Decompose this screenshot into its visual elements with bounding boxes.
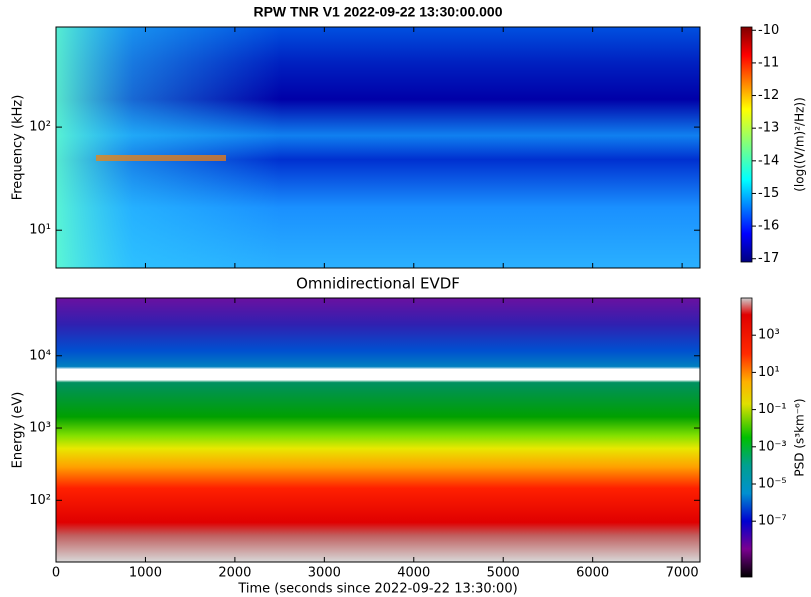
x-tick-label: 3000 [308,566,341,581]
y-axis-label: Frequency (kHz) [11,95,26,201]
colorbar-tick-label: -17 [758,251,779,266]
colorbar-tick-label: -16 [758,219,779,234]
colorbar-label: PSD (s³km⁻⁶) [793,398,807,476]
plot-frame [55,26,701,269]
colorbar [740,297,753,578]
colorbar-tick-label: -12 [758,88,779,103]
x-tick-label: 5000 [487,566,520,581]
x-tick-label: 7000 [666,566,699,581]
y-tick-label: 10² [29,120,51,135]
colorbar-tick-label: 10⁻⁷ [758,514,787,529]
x-tick-label: 2000 [218,566,251,581]
x-tick-label: 0 [52,566,60,581]
colorbar-tick-label: -14 [758,153,779,168]
x-axis-label: Time (seconds since 2022-09-22 13:30:00) [237,582,517,597]
colorbar-tick-label: 10¹ [758,365,780,380]
colorbar-tick-label: -10 [758,23,779,38]
colorbar-tick-label: -13 [758,121,779,136]
x-tick-label: 4000 [397,566,430,581]
colorbar-tick-label: 10⁻³ [758,439,787,454]
x-tick-label: 6000 [576,566,609,581]
y-tick-label: 10² [29,493,51,508]
colorbar-tick-label: 10⁻⁵ [758,477,787,492]
spectrogram-glow [56,27,700,268]
y-axis-label: Energy (eV) [11,392,26,469]
evdf-image [56,298,700,562]
colorbar-tick-label: 10³ [758,328,780,343]
chart-title: RPW TNR V1 2022-09-22 13:30:00.000 [253,4,502,20]
y-tick-label: 10¹ [29,223,51,238]
colorbar-tick-label: -11 [758,55,779,70]
plot-frame [55,297,701,563]
spectrogram-feature [96,155,226,161]
y-tick-label: 10⁴ [29,348,51,363]
y-tick-label: 10³ [29,421,51,436]
colorbar-tick-label: 10⁻¹ [758,402,787,417]
colorbar [740,26,753,263]
colorbar-label: (log((V/m)²/Hz)) [793,97,807,192]
x-tick-label: 1000 [129,566,162,581]
colorbar-tick-label: -15 [758,186,779,201]
chart-title: Omnidirectional EVDF [296,275,460,293]
